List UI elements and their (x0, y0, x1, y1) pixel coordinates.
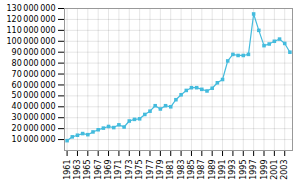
svg-text:60 000 000: 60 000 000 (12, 81, 56, 90)
svg-text:120 000 000: 120 000 000 (6, 15, 55, 24)
svg-text:80 000 000: 80 000 000 (12, 59, 56, 68)
svg-text:1995: 1995 (239, 160, 248, 180)
svg-text:100 000 000: 100 000 000 (6, 37, 55, 46)
svg-text:110 000 000: 110 000 000 (6, 26, 55, 35)
svg-text:2001: 2001 (270, 160, 279, 180)
svg-text:1991: 1991 (218, 160, 227, 180)
svg-text:1985: 1985 (187, 160, 196, 180)
svg-text:1999: 1999 (260, 160, 269, 180)
svg-text:2003: 2003 (280, 160, 289, 180)
svg-text:10 000 000: 10 000 000 (12, 135, 56, 144)
svg-text:50 000 000: 50 000 000 (12, 91, 56, 100)
svg-text:1993: 1993 (228, 160, 237, 180)
svg-text:1963: 1963 (73, 160, 82, 180)
svg-text:40 000 000: 40 000 000 (12, 102, 56, 111)
svg-text:1989: 1989 (208, 160, 217, 180)
svg-text:20 000 000: 20 000 000 (12, 124, 56, 133)
svg-text:1987: 1987 (197, 160, 206, 180)
svg-text:1967: 1967 (94, 160, 103, 180)
svg-text:1961: 1961 (63, 160, 72, 180)
svg-text:1971: 1971 (114, 160, 123, 180)
svg-text:1979: 1979 (156, 160, 165, 180)
svg-text:1981: 1981 (166, 160, 175, 180)
svg-text:1969: 1969 (104, 160, 113, 180)
svg-text:70 000 000: 70 000 000 (12, 70, 56, 79)
svg-text:1983: 1983 (177, 160, 186, 180)
svg-text:1975: 1975 (135, 160, 144, 180)
svg-text:130 000 000: 130 000 000 (6, 4, 55, 13)
svg-text:1997: 1997 (249, 160, 258, 180)
svg-text:1973: 1973 (125, 160, 134, 180)
svg-text:90 000 000: 90 000 000 (12, 48, 56, 57)
svg-text:1977: 1977 (146, 160, 155, 180)
svg-text:1965: 1965 (83, 160, 92, 180)
svg-text:30 000 000: 30 000 000 (12, 113, 56, 122)
